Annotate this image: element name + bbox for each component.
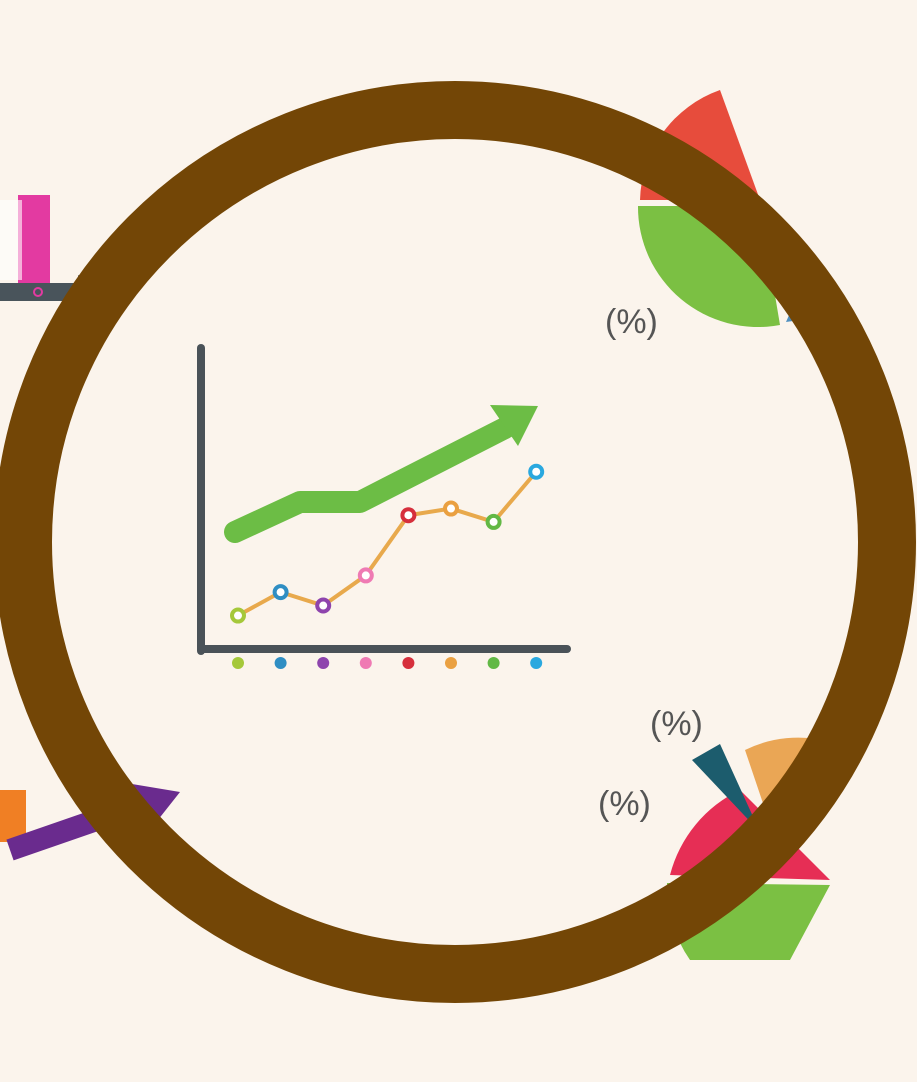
x-tick-dot	[487, 657, 500, 669]
data-point	[528, 463, 545, 480]
magenta-bar-fragment	[0, 195, 50, 283]
data-point	[443, 500, 459, 517]
data-point	[400, 507, 417, 524]
pct-label-bottom-b: (%)	[598, 785, 651, 823]
pct-label-bottom-a: (%)	[650, 705, 703, 743]
data-point	[357, 567, 374, 584]
trend-arrow	[224, 417, 516, 543]
magnifier-ring	[0, 81, 916, 1003]
line-chart	[197, 344, 571, 669]
x-tick-dot	[232, 657, 244, 669]
x-tick-dot	[359, 657, 372, 669]
pct-label-top: (%)	[605, 303, 658, 341]
data-point	[230, 607, 246, 624]
data-point	[485, 513, 502, 530]
x-tick-dot	[402, 657, 415, 669]
orange-bar-fragment	[0, 790, 26, 842]
trend-arrow-head	[490, 405, 538, 446]
data-point	[315, 597, 332, 614]
x-tick-dot	[274, 657, 287, 669]
x-tick-dot	[445, 657, 457, 669]
x-tick-dot	[317, 657, 330, 669]
data-point	[272, 584, 289, 601]
x-tick-dot	[530, 657, 543, 669]
